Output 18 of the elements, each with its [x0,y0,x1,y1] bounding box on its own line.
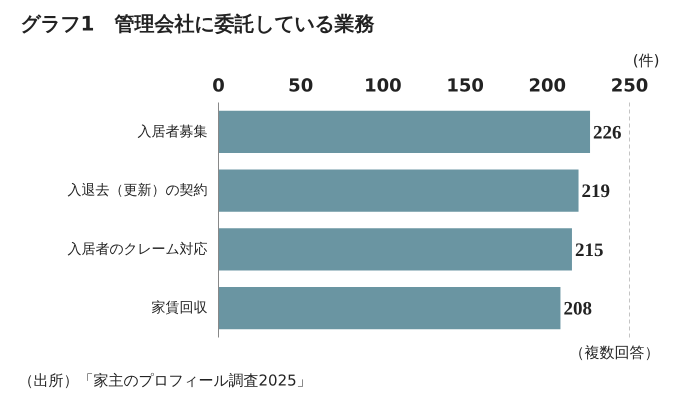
data-label: 219 [582,181,610,202]
data-label: 208 [563,298,592,320]
y-tick-label: 入居者のクレーム対応 [68,241,208,258]
x-tick-label: 150 [446,76,484,96]
data-label: 215 [574,240,604,261]
x-axis-title: (件) [632,52,660,70]
text: （出所）「家主のプロフィール調査2025」 [18,372,312,390]
x-tick-label: 250 [610,76,648,96]
y-tick-label: 入居者募集 [138,124,208,140]
x-tick-label: 200 [528,76,566,96]
x-tick-label: 100 [364,76,402,96]
y-tick-label: 家賃回収 [152,300,208,316]
text: （複数回答） [570,344,660,362]
data-label: 226 [593,122,622,144]
y-tick-label: 入退去（更新）の契約 [68,182,208,199]
x-tick-label: 0 [212,76,225,96]
x-tick-label: 50 [288,76,314,96]
chart-title: グラフ1 管理会社に委託している業務 [20,12,374,36]
